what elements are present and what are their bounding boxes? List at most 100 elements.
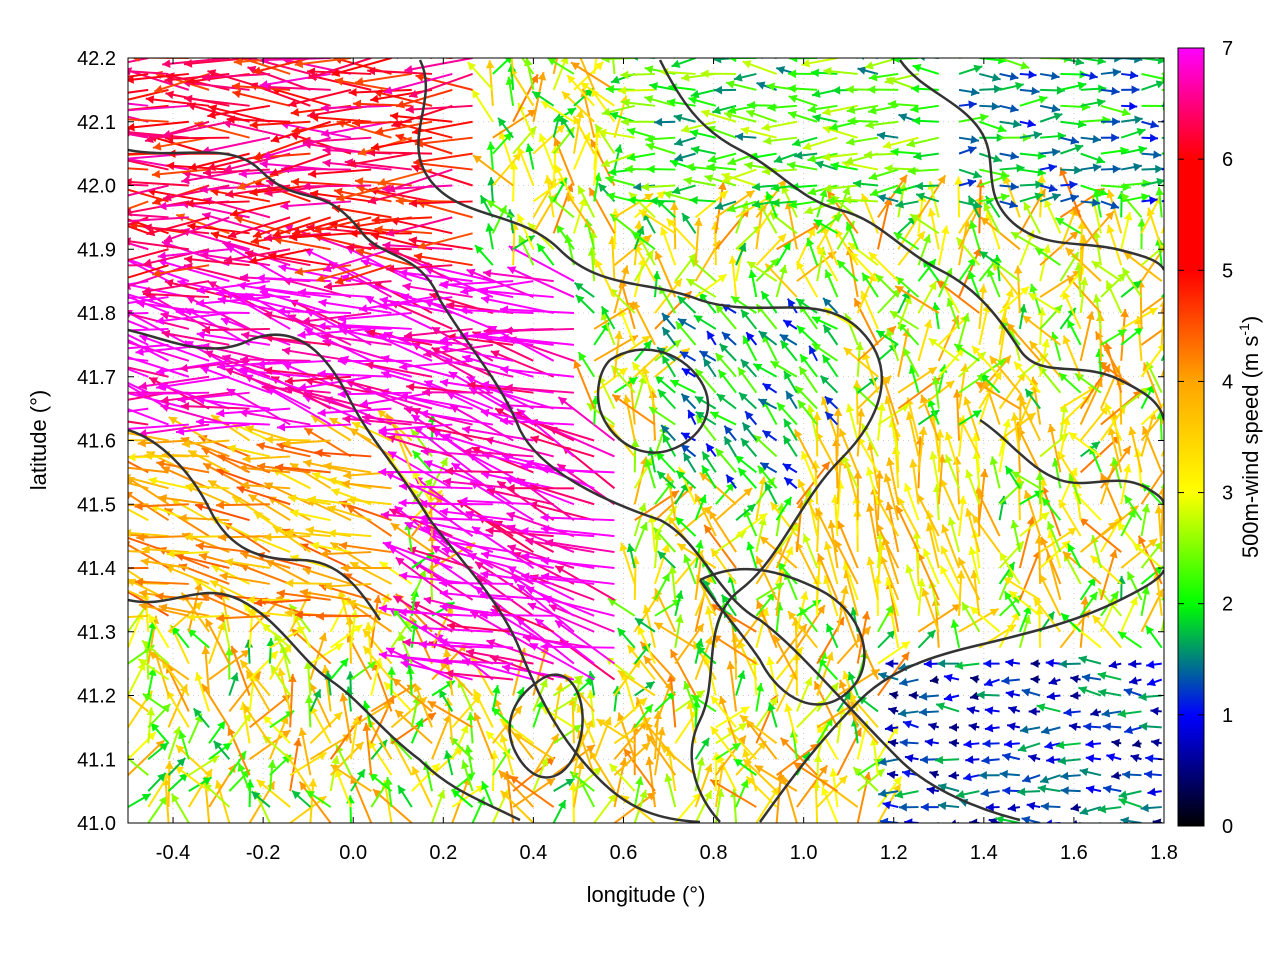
wind-vector-head xyxy=(807,227,816,237)
wind-vector-head xyxy=(504,326,513,336)
wind-vector-head xyxy=(204,350,214,359)
wind-vector-head xyxy=(1169,263,1177,272)
wind-vector-head xyxy=(145,134,154,143)
wind-vector xyxy=(216,407,291,415)
wind-vector xyxy=(386,168,453,192)
wind-vector-head xyxy=(304,660,313,669)
wind-vector-head xyxy=(1101,709,1111,718)
wind-vector-head xyxy=(868,252,878,261)
wind-vector-head xyxy=(154,84,164,94)
wind-vector xyxy=(287,314,352,346)
wind-vector-head xyxy=(439,689,448,699)
wind-vector-head xyxy=(486,731,495,740)
wind-vector-head xyxy=(944,673,953,683)
wind-vector xyxy=(182,171,250,187)
wind-vector-head xyxy=(1008,705,1018,715)
wind-vector-head xyxy=(146,227,156,237)
wind-vector xyxy=(128,407,149,413)
wind-vector-head xyxy=(1079,277,1089,286)
wind-vector-head xyxy=(557,800,566,810)
wind-vector-head xyxy=(1146,660,1155,669)
wind-vector xyxy=(482,271,554,283)
wind-vector xyxy=(385,647,453,681)
wind-vector-head xyxy=(208,480,218,489)
wind-vector-head xyxy=(956,237,965,247)
wind-vector-head xyxy=(249,256,258,265)
wind-vector-head xyxy=(601,107,611,117)
wind-vector-head xyxy=(900,652,910,662)
wind-vector-head xyxy=(264,366,273,376)
wind-vector xyxy=(273,237,331,251)
wind-vector xyxy=(480,472,554,490)
wind-vector xyxy=(413,475,474,521)
wind-vector-head xyxy=(117,388,126,396)
wind-vector xyxy=(501,403,574,410)
wind-vector xyxy=(978,354,1012,394)
wind-vector-head xyxy=(638,697,647,707)
wind-vector-head xyxy=(1117,709,1127,718)
wind-vector xyxy=(461,427,534,442)
wind-vector xyxy=(445,469,514,474)
wind-vector-head xyxy=(888,99,897,109)
wind-vector-head xyxy=(439,457,448,467)
wind-vector-head xyxy=(176,427,185,436)
wind-vector xyxy=(160,404,230,426)
wind-vector-head xyxy=(985,802,994,812)
wind-vector-head xyxy=(673,278,682,288)
wind-vector-head xyxy=(331,204,341,214)
wind-vector-head xyxy=(834,539,843,549)
wind-vector-head xyxy=(972,170,982,179)
wind-vector-head xyxy=(704,524,713,534)
wind-vector-head xyxy=(1017,743,1027,753)
wind-vector xyxy=(469,480,534,522)
wind-vector-head xyxy=(244,639,254,648)
wind-vector-head xyxy=(1111,738,1120,748)
wind-vector xyxy=(1117,822,1122,823)
wind-vector-head xyxy=(1003,577,1013,586)
wind-vector-head xyxy=(867,85,876,94)
wind-vector xyxy=(165,136,230,140)
wind-vector-head xyxy=(1038,95,1048,104)
wind-vector xyxy=(414,161,473,171)
wind-vector xyxy=(955,389,961,441)
wind-vector-head xyxy=(948,738,958,748)
wind-vector-head xyxy=(909,459,918,468)
wind-vector-head xyxy=(1006,562,1015,572)
wind-vector xyxy=(128,265,129,267)
wind-vector-head xyxy=(175,745,185,754)
wind-vector-head xyxy=(975,382,985,390)
wind-vector-head xyxy=(1004,591,1013,601)
wind-vector-head xyxy=(444,750,453,760)
wind-vector-head xyxy=(143,451,152,461)
wind-vector xyxy=(207,104,271,118)
wind-vector-head xyxy=(927,367,937,376)
wind-vector-head xyxy=(878,757,887,766)
wind-vector-head xyxy=(779,334,789,343)
wind-vector-head xyxy=(696,646,706,655)
wind-vector-head xyxy=(761,291,770,301)
wind-vector xyxy=(227,216,291,238)
wind-vector-head xyxy=(717,274,727,283)
wind-vector-head xyxy=(374,225,383,234)
wind-vector-head xyxy=(81,227,90,235)
wind-vector-head xyxy=(1100,473,1109,482)
wind-vector-head xyxy=(252,230,262,239)
wind-vector-head xyxy=(1000,192,1010,202)
wind-vector-head xyxy=(1079,767,1089,777)
wind-vector xyxy=(236,168,291,190)
wind-vector xyxy=(297,327,372,337)
wind-vector-head xyxy=(991,102,1000,111)
wind-vector xyxy=(322,248,392,272)
wind-vector-head xyxy=(1022,315,1032,324)
wind-vector-head xyxy=(1028,293,1038,302)
wind-vector-head xyxy=(230,645,239,655)
wind-vector-head xyxy=(663,434,671,444)
wind-vector xyxy=(367,184,433,204)
wind-vector-head xyxy=(903,295,912,305)
wind-vector-head xyxy=(968,546,977,556)
wind-vector-head xyxy=(210,580,220,589)
wind-vector-head xyxy=(1157,343,1164,352)
wind-vector-head xyxy=(240,551,250,560)
wind-vector-head xyxy=(309,682,318,692)
wind-vector-head xyxy=(417,241,427,250)
